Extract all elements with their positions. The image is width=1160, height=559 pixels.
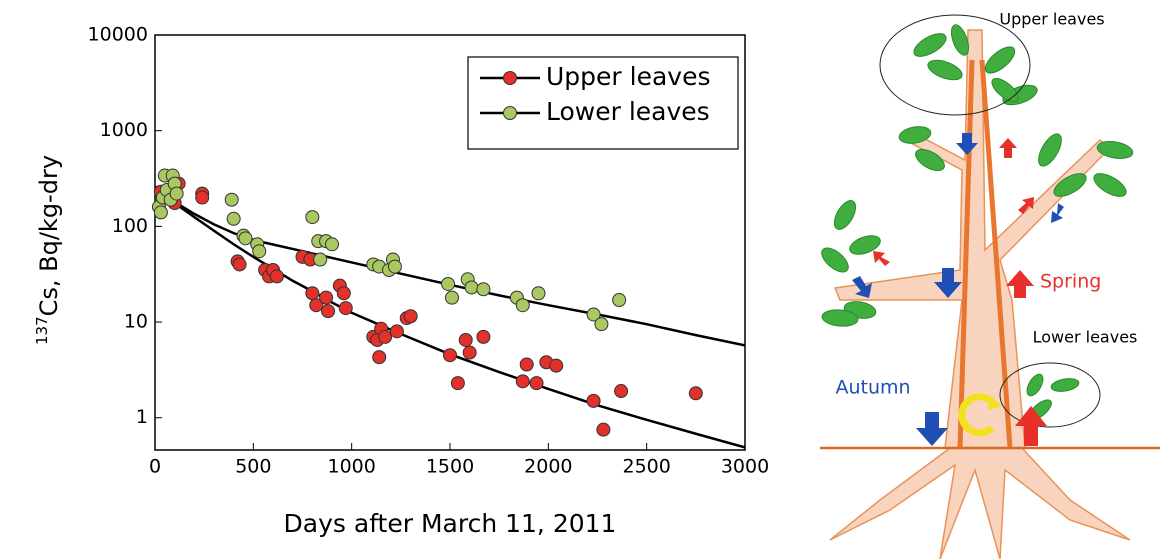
data-point [515, 298, 530, 313]
data-point [325, 237, 339, 252]
x-tick-label: 2000 [524, 456, 572, 478]
data-point [614, 384, 629, 399]
data-point [305, 210, 320, 225]
circulation-arrow-head [988, 396, 1002, 410]
x-axis-label: Days after March 11, 2011 [284, 509, 617, 538]
data-point [462, 345, 477, 360]
data-point [688, 386, 703, 401]
trunk [833, 29, 1112, 449]
data-point [252, 244, 267, 259]
roots [829, 447, 1131, 559]
x-tick-label: 1000 [327, 456, 375, 478]
data-point [450, 376, 465, 391]
data-point [269, 269, 284, 284]
legend-label: Upper leaves [546, 62, 711, 91]
y-axis-label-sup: 137 [33, 316, 51, 345]
lower-leaves-label: Lower leaves [1033, 328, 1138, 347]
data-point [476, 329, 491, 344]
data-point [321, 304, 336, 319]
legend-label: Lower leaves [546, 97, 710, 126]
data-point [389, 324, 404, 339]
data-point [531, 286, 546, 301]
x-tick-label: 3000 [721, 456, 769, 478]
data-point [612, 292, 627, 307]
data-point [224, 192, 239, 207]
y-axis-label: 137Cs, Bq/kg-dry [33, 155, 64, 345]
spring-arrows [873, 138, 1047, 446]
data-point [305, 286, 320, 301]
data-point [169, 186, 184, 201]
upper-leaves-outline [879, 14, 1031, 116]
spring-label: Spring [1040, 271, 1101, 293]
data-point [444, 290, 459, 305]
upper-leaves-label: Upper leaves [999, 10, 1104, 29]
y-tick-label: 10 [124, 311, 148, 333]
trunk-vessels [957, 59, 1013, 449]
x-tick-label: 1500 [426, 456, 474, 478]
data-point [515, 374, 530, 389]
data-point [387, 259, 402, 274]
data-point [586, 393, 601, 408]
data-point [226, 211, 241, 226]
data-point [232, 257, 247, 272]
data-point [529, 376, 544, 391]
data-point [153, 205, 168, 220]
tree-diagram: Upper leaves Spring Lower leaves Autumn [820, 10, 1160, 559]
autumn-arrows [852, 133, 1064, 446]
data-point [372, 350, 387, 365]
data-point [443, 348, 457, 363]
data-point [458, 332, 473, 347]
data-point [378, 329, 393, 344]
data-point [238, 231, 253, 246]
y-tick-label: 1000 [100, 119, 148, 141]
x-tick-label: 2500 [622, 456, 670, 478]
autumn-label: Autumn [835, 377, 910, 399]
data-point [586, 307, 601, 322]
y-tick-label: 1 [136, 406, 148, 428]
data-point [338, 301, 353, 316]
data-point [596, 422, 611, 437]
data-point [464, 280, 479, 295]
data-point [594, 317, 609, 332]
fit-line [155, 185, 745, 449]
data-point [309, 298, 324, 313]
data-point [319, 290, 334, 305]
leaves [821, 24, 1134, 421]
x-tick-label: 0 [149, 456, 161, 478]
lower-leaves-outline [999, 362, 1101, 428]
data-point [519, 357, 534, 372]
y-tick-label: 100 [112, 215, 148, 237]
data-point [476, 282, 491, 297]
y-axis-label-main: Cs, Bq/kg-dry [35, 155, 63, 316]
legend-marker [503, 71, 517, 85]
data-point [549, 358, 564, 373]
data-point [441, 276, 456, 291]
y-tick-label: 10000 [88, 24, 148, 46]
x-tick-label: 500 [235, 456, 271, 478]
circulation-arrow [958, 393, 998, 437]
data-point [195, 190, 210, 205]
data-point [403, 309, 418, 324]
data-point [336, 286, 351, 301]
data-point [313, 252, 328, 267]
legend-marker [503, 106, 517, 120]
